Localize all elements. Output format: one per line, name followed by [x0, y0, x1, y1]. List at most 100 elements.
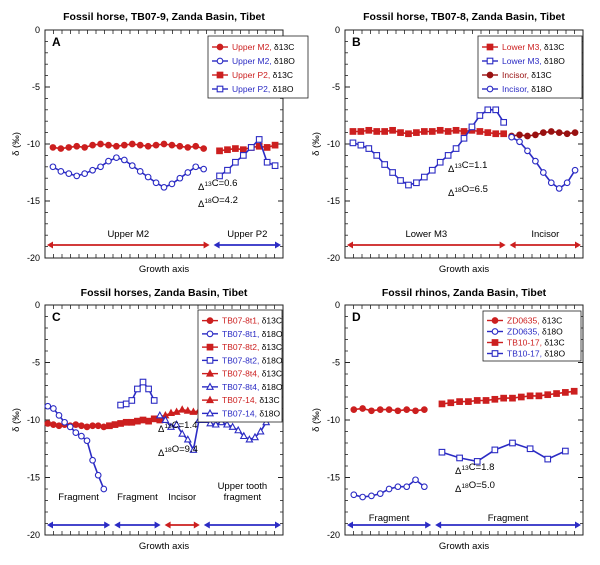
data-point	[57, 145, 65, 152]
data-point	[349, 128, 357, 135]
panel-b: Fossil horse, TB07-8, Zanda Basin, Tibet…	[311, 11, 584, 275]
legend-item: ZD0635, δ18O	[487, 327, 563, 337]
segment-arrow-head	[154, 521, 161, 529]
data-point	[216, 147, 223, 155]
data-point	[166, 422, 176, 430]
data-point	[83, 437, 91, 445]
data-point	[563, 179, 571, 187]
data-point	[183, 406, 192, 414]
data-point	[438, 400, 446, 408]
legend-item: Lower M3, δ18O	[482, 56, 565, 66]
data-point	[456, 454, 463, 462]
y-tick-label: -15	[27, 196, 40, 206]
data-point	[250, 432, 260, 441]
data-point	[73, 142, 81, 150]
segment-arrow-head	[275, 521, 281, 529]
legend-marker	[205, 369, 215, 377]
data-point	[94, 471, 102, 479]
data-point	[160, 183, 168, 191]
growth-segment: Upper P2	[213, 229, 281, 249]
legend-marker	[216, 43, 224, 51]
legend-label: Incisor, δ18O	[502, 84, 552, 94]
delta-annotation: Δ18O=9.4	[158, 444, 198, 459]
segment-arrow-head	[499, 241, 506, 249]
data-point	[368, 407, 375, 415]
data-point	[89, 422, 96, 430]
data-point	[73, 172, 81, 180]
segment-label: Fragment	[117, 492, 158, 503]
data-point	[517, 393, 525, 401]
data-point	[468, 123, 476, 131]
y-tick-label: -15	[327, 196, 340, 206]
data-point	[447, 399, 455, 407]
data-point	[350, 406, 358, 414]
data-point	[97, 140, 104, 148]
data-point	[563, 130, 571, 138]
data-point	[150, 397, 158, 404]
delta-annotation: Δ18O=4.2	[198, 195, 238, 210]
segment-label: Fragment	[488, 513, 529, 524]
segment-label: Upper M2	[107, 229, 149, 240]
data-point	[271, 162, 279, 170]
data-point	[405, 181, 412, 189]
series-tb07-8t2-d18O	[117, 378, 158, 409]
data-point	[413, 179, 420, 187]
legend-item: Incisor, δ18O	[482, 84, 552, 94]
data-point	[65, 144, 73, 151]
data-point	[256, 427, 265, 435]
data-point	[255, 136, 263, 143]
data-point	[89, 456, 96, 464]
delta-annotation: Δ13C=1.4	[158, 420, 197, 435]
y-tick-label: -10	[27, 415, 40, 425]
data-point	[553, 390, 560, 397]
segment-arrow-head	[114, 521, 121, 529]
data-point	[547, 128, 555, 135]
segment-label: fragment	[224, 492, 262, 503]
data-point	[176, 142, 184, 150]
data-point	[105, 141, 112, 149]
data-point	[460, 134, 468, 142]
legend-label: Upper M2, δ18O	[232, 56, 295, 66]
x-axis-label: Growth axis	[139, 541, 189, 552]
data-point	[224, 146, 231, 154]
segment-arrow-head	[104, 521, 111, 529]
data-point	[55, 422, 63, 430]
x-axis-label: Growth axis	[439, 541, 489, 552]
data-point	[139, 378, 147, 386]
data-point	[66, 423, 74, 431]
data-point	[385, 485, 393, 493]
growth-segment: Fragment	[347, 513, 432, 529]
legend-marker	[491, 339, 499, 346]
y-tick-label: 0	[35, 25, 40, 35]
legend-label: TB07-8t1, δ18O	[222, 329, 283, 339]
segment-arrow-head	[347, 521, 353, 529]
panel-title: Fossil horse, TB07-9, Zanda Basin, Tibet	[63, 11, 265, 23]
segment-arrow-head	[575, 241, 581, 249]
data-point	[184, 144, 192, 151]
data-point	[535, 392, 543, 400]
legend-marker	[206, 317, 214, 324]
data-point	[492, 130, 500, 138]
data-point	[365, 126, 373, 134]
data-point	[412, 407, 419, 415]
data-point	[376, 406, 384, 414]
legend-item: TB07-8t2, δ18O	[202, 355, 283, 365]
segment-arrow-head	[164, 521, 171, 529]
data-point	[524, 147, 531, 155]
data-point	[482, 397, 490, 404]
segment-arrow-head	[435, 521, 442, 529]
data-point	[436, 158, 444, 166]
data-point	[183, 435, 192, 443]
legend-marker	[205, 408, 215, 417]
panel-title: Fossil rhinos, Zanda Basin, Tibet	[382, 287, 547, 299]
data-point	[155, 410, 164, 419]
data-point	[224, 166, 231, 174]
segment-arrow-head	[347, 241, 353, 249]
legend-marker	[491, 328, 499, 335]
data-point	[145, 417, 152, 425]
series-tb07-8t2-d13C	[106, 415, 164, 430]
y-tick-label: -15	[27, 473, 40, 483]
panel-letter: B	[352, 35, 361, 49]
data-point	[373, 152, 381, 159]
legend-label: Incisor, δ13C	[502, 70, 552, 80]
